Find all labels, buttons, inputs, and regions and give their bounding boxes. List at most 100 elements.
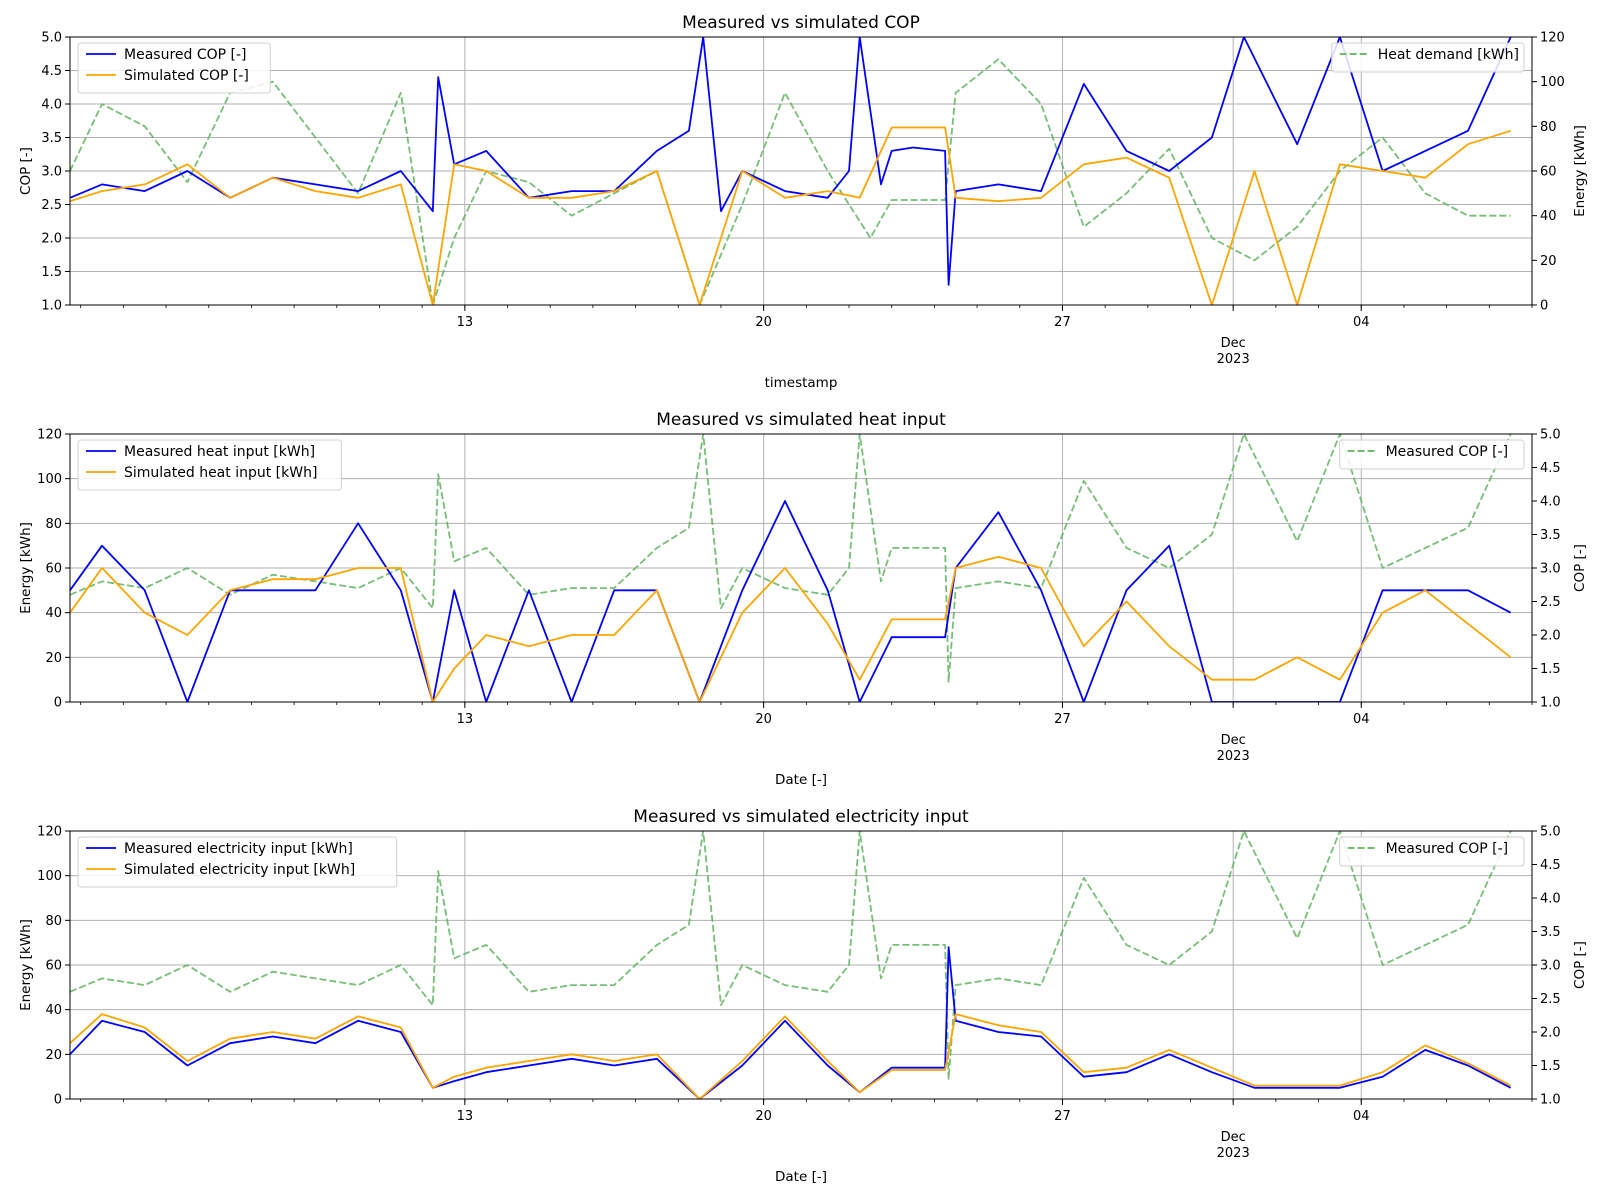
xtick-label: 04 — [1353, 712, 1370, 727]
ytick-right-label: 4.0 — [1540, 892, 1561, 907]
xtick-label-year: 2023 — [1217, 749, 1250, 764]
xtick-label: Dec — [1221, 1130, 1246, 1145]
ytick-right-label: 3.0 — [1540, 562, 1561, 577]
ytick-label: 80 — [45, 914, 62, 929]
ytick-right-label: 1.0 — [1540, 1093, 1561, 1108]
series-line-3 — [70, 58, 1511, 305]
ytick-right-label: 20 — [1540, 254, 1557, 269]
xtick-label: 04 — [1353, 1109, 1370, 1124]
ytick-label: 0 — [54, 1093, 62, 1108]
legend-label: Heat demand [kWh] — [1378, 47, 1519, 63]
ytick-label: 120 — [37, 825, 62, 840]
legend-label: Measured heat input [kWh] — [124, 444, 315, 460]
ytick-right-label: 0 — [1540, 299, 1548, 314]
xtick-label: 13 — [457, 712, 474, 727]
y-axis-right-label: COP [-] — [1572, 544, 1588, 592]
legend-label: Measured COP [-] — [124, 47, 247, 63]
xtick-label: 20 — [755, 315, 772, 330]
legend-upper-right: Measured COP [-] — [1339, 439, 1525, 470]
ytick-label: 100 — [37, 472, 62, 487]
xtick-label: Dec — [1221, 733, 1246, 748]
ytick-right-label: 2.0 — [1540, 629, 1561, 644]
legend-box — [1339, 836, 1525, 867]
ytick-right-label: 40 — [1540, 209, 1557, 224]
chart-panel-2: 0 20 40 60 80 100 120 1.0 1.5 2.0 2.5 3.0 3.5 4.0 4.5 5… — [18, 410, 1588, 788]
legend-label: Measured COP [-] — [1386, 444, 1509, 460]
legend-box — [77, 42, 271, 94]
ytick-label: 20 — [45, 1048, 62, 1063]
ytick-label: 100 — [37, 869, 62, 884]
series-line-3 — [70, 831, 1512, 1080]
y-axis-label: Energy [kWh] — [18, 919, 34, 1011]
y-axis-label: Energy [kWh] — [18, 522, 34, 614]
ytick-right-label: 120 — [1540, 31, 1565, 46]
ytick-right-label: 100 — [1540, 75, 1565, 90]
ytick-label: 2.0 — [41, 232, 62, 247]
ytick-right-label: 5.0 — [1540, 428, 1561, 443]
xtick-label: 27 — [1054, 315, 1071, 330]
chart-panel-3: 0 20 40 60 80 100 120 1.0 1.5 2.0 2.5 3.0 3.5 4.0 4.5 5… — [18, 807, 1588, 1185]
xtick-label: 13 — [457, 1109, 474, 1124]
legend-label: Simulated heat input [kWh] — [124, 465, 317, 481]
series-line-1 — [70, 946, 1512, 1099]
chart-title: Measured vs simulated COP — [682, 13, 920, 33]
ytick-label: 60 — [45, 562, 62, 577]
ytick-label: 4.5 — [41, 64, 62, 79]
ytick-right-label: 5.0 — [1540, 825, 1561, 840]
xtick-label: 27 — [1054, 712, 1071, 727]
legend-box — [1339, 439, 1525, 470]
xtick-label: 27 — [1054, 1109, 1071, 1124]
ytick-label: 40 — [45, 1003, 62, 1018]
ytick-right-label: 1.5 — [1540, 662, 1561, 677]
xtick-label-year: 2023 — [1217, 352, 1250, 367]
series-line-1 — [70, 37, 1512, 286]
plot-frame — [69, 36, 1533, 306]
series-line-3 — [70, 434, 1512, 683]
series-line-1 — [70, 500, 1512, 702]
ytick-label: 3.5 — [41, 131, 62, 146]
x-axis-label: timestamp — [765, 375, 838, 391]
legend-label: Measured electricity input [kWh] — [124, 841, 353, 857]
legend-upper-left: Measured COP [-] Simulated COP [-] — [77, 42, 271, 94]
ytick-label: 4.0 — [41, 98, 62, 113]
ytick-right-label: 4.5 — [1540, 858, 1561, 873]
ytick-label: 1.5 — [41, 265, 62, 280]
ytick-right-label: 3.0 — [1540, 959, 1561, 974]
xtick-label: 04 — [1353, 315, 1370, 330]
ytick-label: 2.5 — [41, 198, 62, 213]
legend-label: Simulated electricity input [kWh] — [124, 862, 355, 878]
ytick-right-label: 4.0 — [1540, 495, 1561, 510]
ytick-right-label: 80 — [1540, 120, 1557, 135]
legend-upper-left: Measured electricity input [kWh] Simulate… — [77, 836, 398, 888]
ytick-label: 3.0 — [41, 165, 62, 180]
xtick-label: 20 — [755, 1109, 772, 1124]
legend-box — [77, 836, 398, 888]
ytick-right-label: 2.5 — [1540, 992, 1561, 1007]
ytick-right-label: 2.0 — [1540, 1026, 1561, 1041]
ytick-label: 0 — [54, 696, 62, 711]
ytick-label: 40 — [45, 606, 62, 621]
chart-panel-1: 1.0 1.5 2.0 2.5 3.0 3.5 4.0 4.5 5.0 0 20 40 60 80 100 1… — [18, 13, 1588, 391]
legend-box — [77, 439, 342, 491]
legend-label: Simulated COP [-] — [124, 68, 249, 84]
ytick-label: 80 — [45, 517, 62, 532]
chart-title: Measured vs simulated heat input — [656, 410, 946, 430]
x-axis-label: Date [-] — [775, 1169, 827, 1185]
legend-box — [1331, 42, 1525, 73]
legend-upper-left: Measured heat input [kWh] Simulated heat … — [77, 439, 342, 491]
series-line-2 — [70, 1013, 1512, 1099]
xtick-label-year: 2023 — [1217, 1146, 1250, 1161]
ytick-right-label: 3.5 — [1540, 528, 1561, 543]
ytick-label: 5.0 — [41, 31, 62, 46]
ytick-right-label: 1.5 — [1540, 1059, 1561, 1074]
ytick-label: 20 — [45, 651, 62, 666]
y-axis-right-label: COP [-] — [1572, 941, 1588, 989]
chart-title: Measured vs simulated electricity input — [633, 807, 969, 827]
ytick-label: 120 — [37, 428, 62, 443]
xtick-label: Dec — [1221, 336, 1246, 351]
ytick-right-label: 60 — [1540, 165, 1557, 180]
plot-frame — [69, 830, 1533, 1100]
ytick-right-label: 4.5 — [1540, 461, 1561, 476]
legend-upper-right: Heat demand [kWh] — [1331, 42, 1525, 73]
